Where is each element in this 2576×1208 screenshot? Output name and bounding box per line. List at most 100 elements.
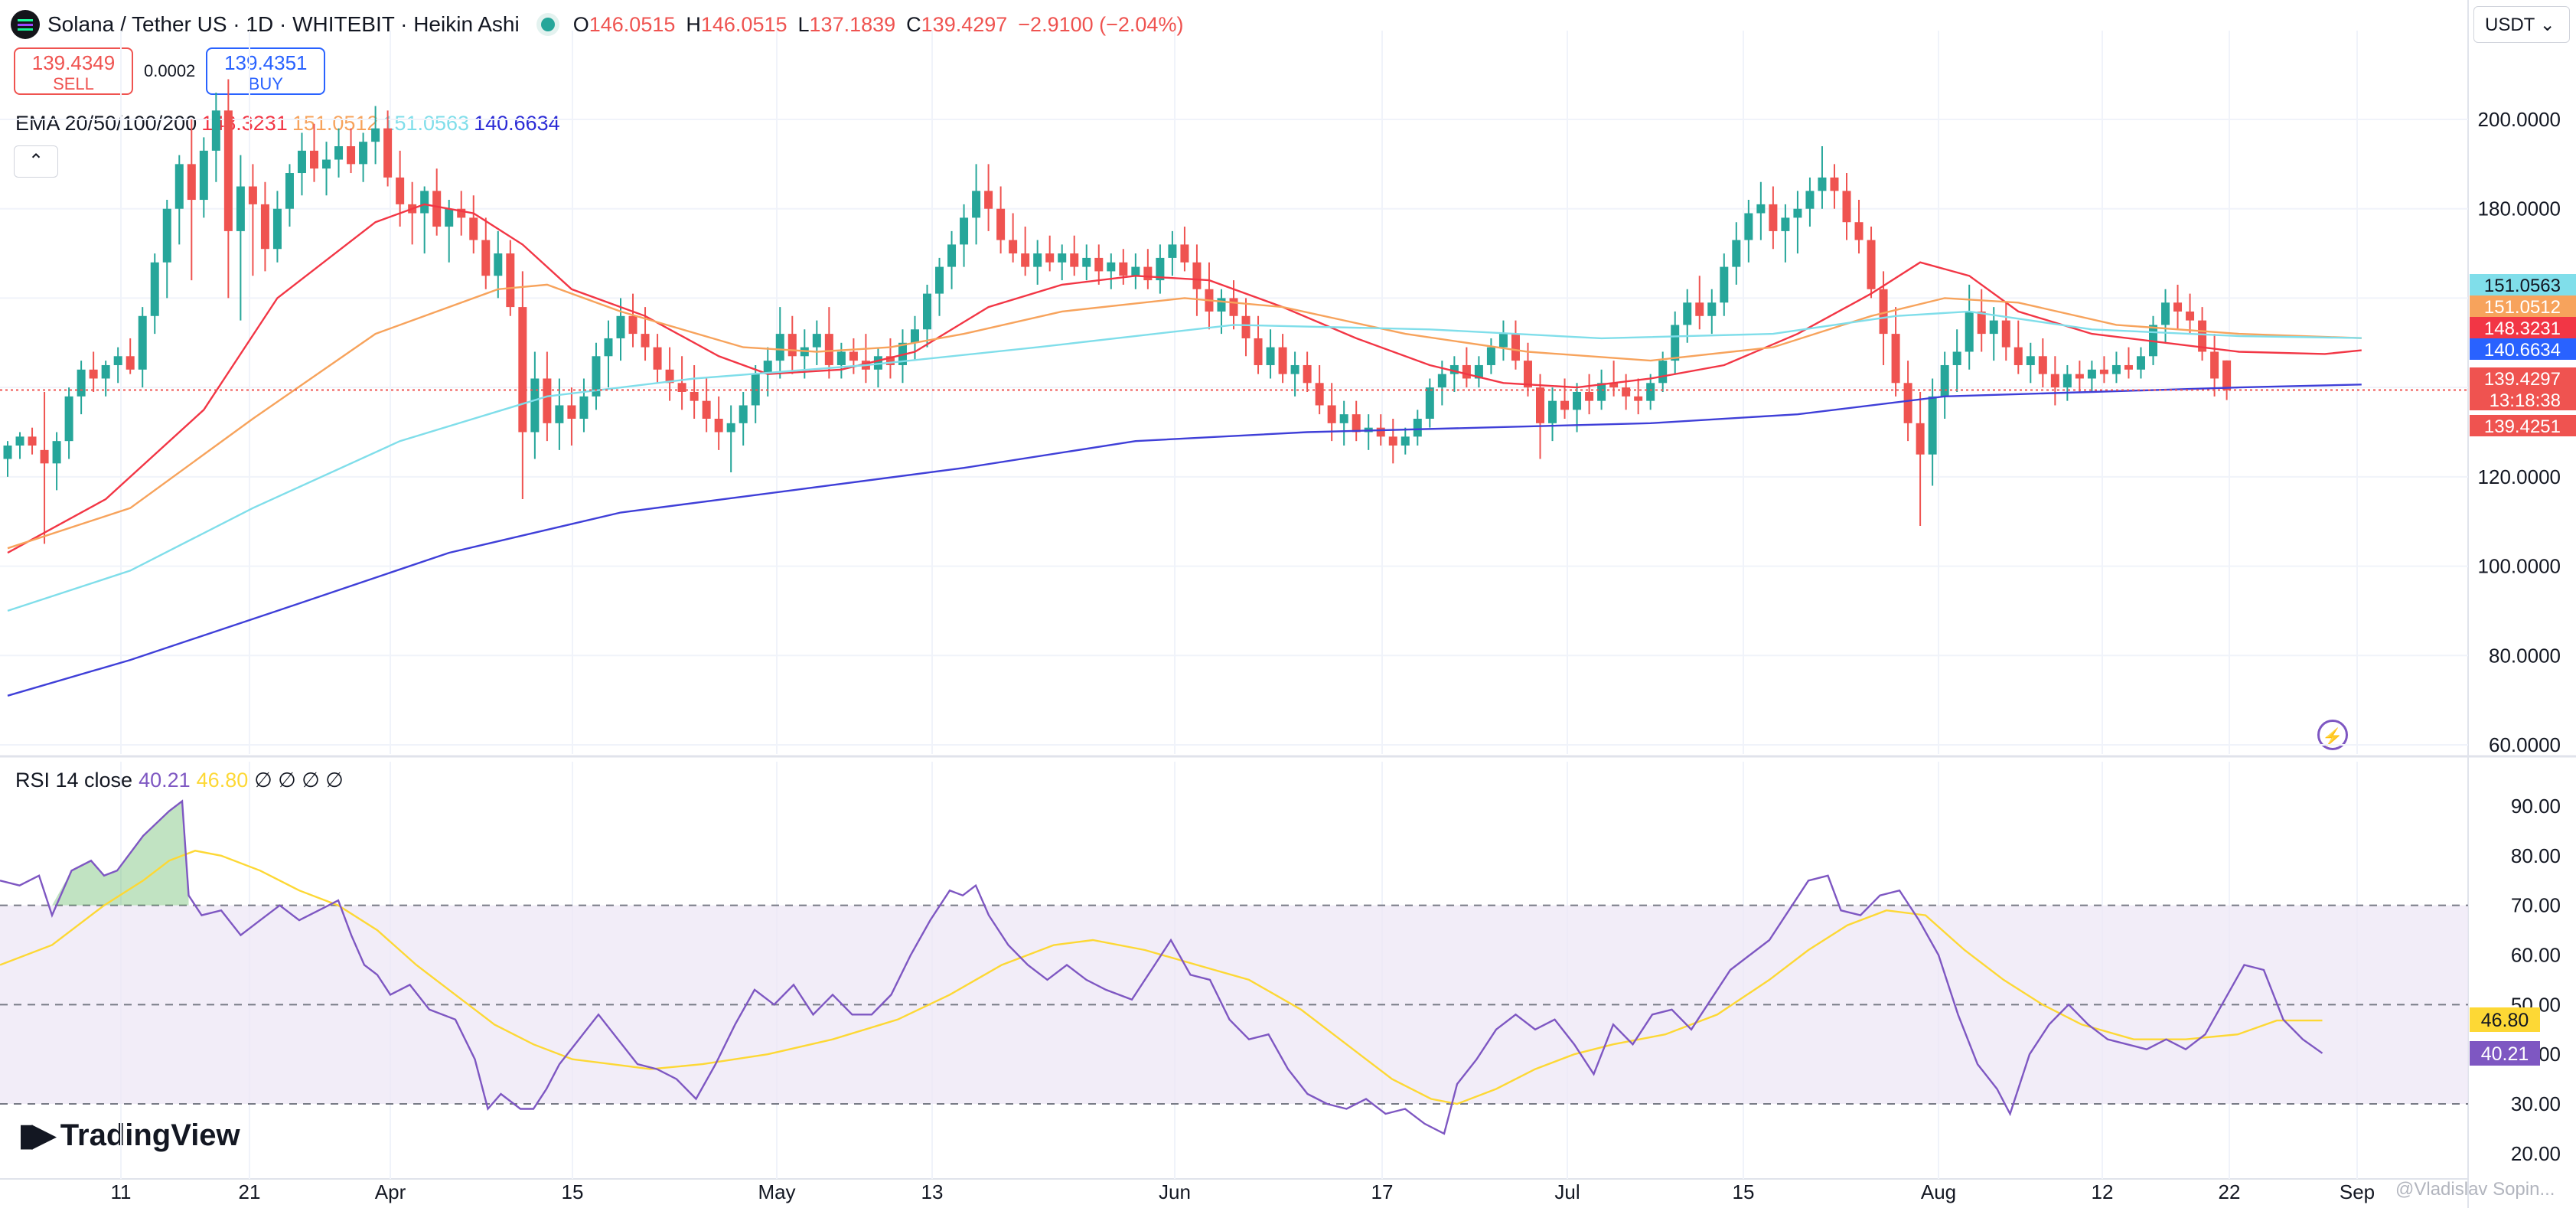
candle-body <box>1045 253 1055 263</box>
candle-body <box>359 142 368 165</box>
price-badge <box>2470 367 2576 389</box>
candle-body <box>677 383 686 392</box>
ohlc-low: L137.1839 <box>797 12 896 36</box>
price-badge-label: 151.0563 <box>2484 276 2561 296</box>
price-badge <box>2470 274 2576 295</box>
candle-body <box>248 186 257 204</box>
candle-body <box>996 208 1006 240</box>
time-tick-label: 21 <box>239 1180 261 1203</box>
candle-body <box>592 356 601 397</box>
candle-body <box>1327 405 1336 423</box>
trade-panel: 139.4349 SELL 0.0002 139.4351 BUY <box>14 47 326 95</box>
candle-body <box>1498 334 1508 348</box>
candle-body <box>812 334 821 348</box>
candle-body <box>1769 204 1778 231</box>
candle-body <box>1585 391 1594 401</box>
candle-body <box>2001 320 2010 348</box>
candle-body <box>1646 383 1655 401</box>
candle-body <box>1671 325 1680 361</box>
candle-body <box>555 405 564 423</box>
price-badge-label: 148.3231 <box>2484 318 2561 339</box>
tradingview-mark-icon: ▮▶ <box>18 1118 56 1152</box>
symbol-title[interactable]: Solana / Tether US · 1D · WHITEBIT · Hei… <box>47 12 520 36</box>
rsi-value: 40.21 <box>139 769 191 792</box>
buy-button[interactable]: 139.4351 BUY <box>206 47 326 95</box>
candle-body <box>1658 361 1668 384</box>
candle-body <box>1266 347 1275 365</box>
tradingview-logo[interactable]: ▮▶ TradingView <box>18 1118 240 1153</box>
candle-body <box>1916 423 1925 455</box>
candle-body <box>1094 257 1104 272</box>
candle-body <box>1818 177 1827 191</box>
collapse-legend-button[interactable]: ⌃ <box>14 145 58 178</box>
time-tick-label: 12 <box>2092 1180 2114 1203</box>
price-tick-label: 80.0000 <box>2489 644 2561 667</box>
ema-line <box>7 283 2362 550</box>
time-tick-label: 22 <box>2219 1180 2241 1203</box>
price-tick-label: 120.0000 <box>2478 465 2561 488</box>
price-badge-label: 139.4251 <box>2484 416 2561 437</box>
candle-body <box>126 356 135 370</box>
candle-body <box>1842 191 1851 223</box>
candle-body <box>1548 400 1557 423</box>
candle-body <box>2075 374 2084 379</box>
candle-body <box>1180 244 1189 263</box>
candle-body <box>2099 369 2108 374</box>
candle-body <box>665 369 674 384</box>
candle-body <box>1805 191 1815 209</box>
candle-body <box>371 128 380 142</box>
candle-body <box>1315 383 1324 406</box>
candle-body <box>1425 387 1434 419</box>
price-badge <box>2470 317 2576 338</box>
candle-body <box>1989 320 1998 335</box>
candle-body <box>1474 364 1483 379</box>
candle-body <box>616 315 625 338</box>
candle-body <box>1622 387 1631 397</box>
candle-body <box>1437 374 1446 388</box>
lightning-icon[interactable]: ⚡ <box>2317 720 2348 750</box>
candle-body <box>960 217 969 245</box>
candle-body <box>1021 253 1030 267</box>
solana-logo-icon <box>11 10 40 39</box>
ema200-value: 140.6634 <box>474 112 560 135</box>
candle-body <box>383 128 393 178</box>
rsi-legend[interactable]: RSI 14 close 40.21 46.80 ∅ ∅ ∅ ∅ <box>15 769 350 792</box>
candle-body <box>1695 302 1704 316</box>
candle-body <box>849 351 858 361</box>
candle-body <box>89 369 98 379</box>
rsi-tick-label: 90.00 <box>2511 795 2561 818</box>
candle-body <box>873 356 882 370</box>
candle-body <box>604 338 613 357</box>
candle-body <box>1903 383 1912 423</box>
sell-price: 139.4349 <box>31 51 116 74</box>
candle-body <box>396 177 405 204</box>
candle-body <box>2026 356 2035 365</box>
candle-body <box>1278 347 1287 374</box>
candle-body <box>1952 351 1961 365</box>
candle-body <box>1720 266 1729 303</box>
candle-body <box>322 159 331 169</box>
candle-body <box>2186 311 2195 321</box>
candle-body <box>420 191 429 214</box>
candle-body <box>113 356 122 365</box>
candle-body <box>1793 208 1802 218</box>
rsi-tick-label: 60.00 <box>2511 944 2561 967</box>
candle-body <box>272 208 282 250</box>
candle-body <box>2124 364 2133 370</box>
chevron-up-icon: ⌃ <box>28 151 44 171</box>
time-tick-label: 17 <box>1371 1180 1394 1203</box>
price-badge <box>2470 389 2576 410</box>
candle-body <box>984 191 993 209</box>
candle-body <box>947 244 957 267</box>
candle-body <box>1217 298 1226 312</box>
candle-body <box>1707 302 1717 316</box>
currency-select[interactable]: USDT ⌄ <box>2473 6 2570 43</box>
candle-body <box>726 423 735 433</box>
price-change: −2.9100 (−2.04%) <box>1018 12 1184 36</box>
candle-body <box>1744 213 1753 240</box>
candle-body <box>1339 414 1348 423</box>
candle-body <box>628 315 637 335</box>
candle-body <box>1830 177 1839 191</box>
sell-button[interactable]: 139.4349 SELL <box>14 47 133 95</box>
